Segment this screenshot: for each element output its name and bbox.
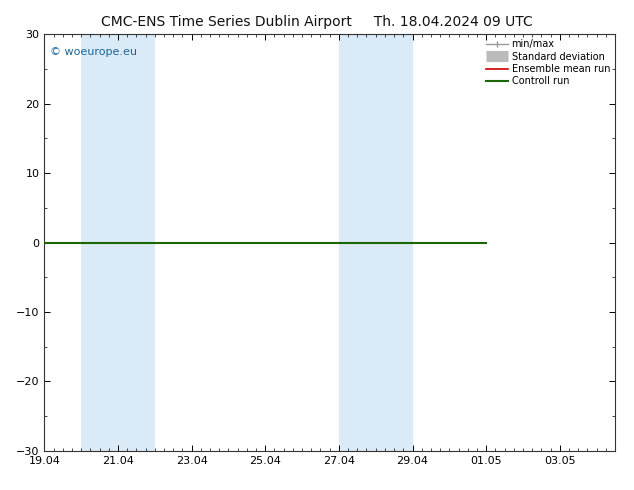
Text: CMC-ENS Time Series Dublin Airport     Th. 18.04.2024 09 UTC: CMC-ENS Time Series Dublin Airport Th. 1… [101,15,533,29]
Bar [81,34,155,451]
Text: © woeurope.eu: © woeurope.eu [50,47,137,57]
Bar [339,34,413,451]
Legend: min/max, Standard deviation, Ensemble mean run, Controll run: min/max, Standard deviation, Ensemble me… [484,37,612,88]
